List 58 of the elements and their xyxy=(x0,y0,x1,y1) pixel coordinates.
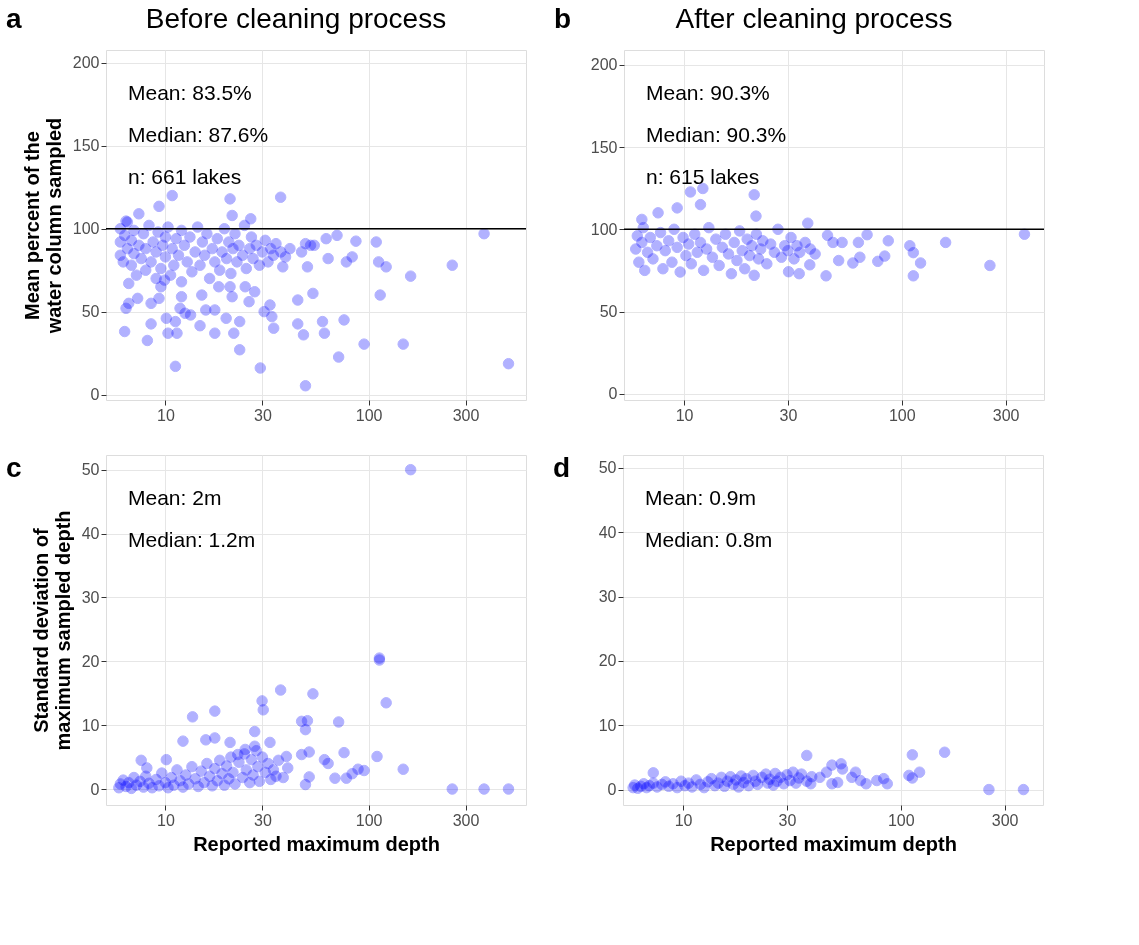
chart-subtitle: Before cleaning process xyxy=(145,3,447,34)
x-tick-label: 300 xyxy=(991,811,1019,829)
chart-subtitle: After cleaning process xyxy=(675,3,953,34)
chart-title: c xyxy=(6,452,22,483)
y-tick-label: 100 xyxy=(72,220,100,238)
annotation: Median: 87.6% xyxy=(128,123,269,146)
y-tick-label: 30 xyxy=(598,588,617,606)
y-tick-label: 0 xyxy=(90,780,100,798)
y-tick-label: 50 xyxy=(81,303,100,321)
chart-title: a xyxy=(6,3,22,34)
y-tick-label: 50 xyxy=(598,459,617,477)
y-tick-label: 30 xyxy=(81,588,100,606)
chart-title: d xyxy=(553,452,571,483)
annotation: Mean: 0.9m xyxy=(645,486,756,509)
annotation: Median: 0.8m xyxy=(645,528,773,551)
y-tick-label: 100 xyxy=(590,220,618,238)
x-tick-label: 100 xyxy=(888,406,916,424)
x-tick-label: 100 xyxy=(355,406,383,424)
y-tick-label: 0 xyxy=(608,385,618,403)
annotation: n: 661 lakes xyxy=(128,165,242,188)
y-tick-label: 40 xyxy=(81,525,100,543)
x-tick-label: 300 xyxy=(992,406,1020,424)
x-tick-label: 10 xyxy=(674,811,693,829)
x-tick-label: 10 xyxy=(157,811,175,829)
y-tick-label: 0 xyxy=(90,386,100,404)
x-axis-title: Reported maximum depth xyxy=(710,832,957,855)
x-tick-label: 30 xyxy=(779,406,798,424)
annotation: Mean: 90.3% xyxy=(646,81,770,104)
annotation: Mean: 83.5% xyxy=(128,81,252,104)
y-tick-label: 200 xyxy=(72,54,100,72)
x-tick-label: 10 xyxy=(675,406,694,424)
y-tick-label: 50 xyxy=(599,303,618,321)
x-tick-label: 300 xyxy=(452,406,480,424)
x-tick-label: 10 xyxy=(157,406,175,424)
y-tick-label: 20 xyxy=(81,652,100,670)
annotation: Median: 90.3% xyxy=(646,123,787,146)
y-tick-label: 0 xyxy=(607,781,617,799)
x-tick-label: 300 xyxy=(452,811,480,829)
x-tick-label: 30 xyxy=(253,811,272,829)
y-tick-label: 40 xyxy=(598,523,617,541)
x-axis-title: Reported maximum depth xyxy=(193,832,440,855)
y-tick-label: 50 xyxy=(81,461,100,479)
y-tick-label: 200 xyxy=(590,56,618,74)
x-tick-label: 100 xyxy=(887,811,915,829)
annotation: Mean: 2m xyxy=(128,486,222,509)
y-tick-label: 20 xyxy=(598,652,617,670)
chart-title: b xyxy=(554,3,572,34)
x-tick-label: 30 xyxy=(253,406,272,424)
y-tick-label: 150 xyxy=(72,137,100,155)
y-tick-label: 150 xyxy=(590,138,618,156)
x-tick-label: 30 xyxy=(778,811,797,829)
y-axis-title: Standard deviation of maximum sampled depth xyxy=(29,510,74,751)
annotation: n: 615 lakes xyxy=(646,165,760,188)
annotation: Median: 1.2m xyxy=(128,528,256,551)
y-tick-label: 10 xyxy=(81,716,100,734)
x-tick-label: 100 xyxy=(355,811,383,829)
y-tick-label: 10 xyxy=(598,716,617,734)
y-axis-title: Mean percent of the water column sampled xyxy=(20,117,65,335)
